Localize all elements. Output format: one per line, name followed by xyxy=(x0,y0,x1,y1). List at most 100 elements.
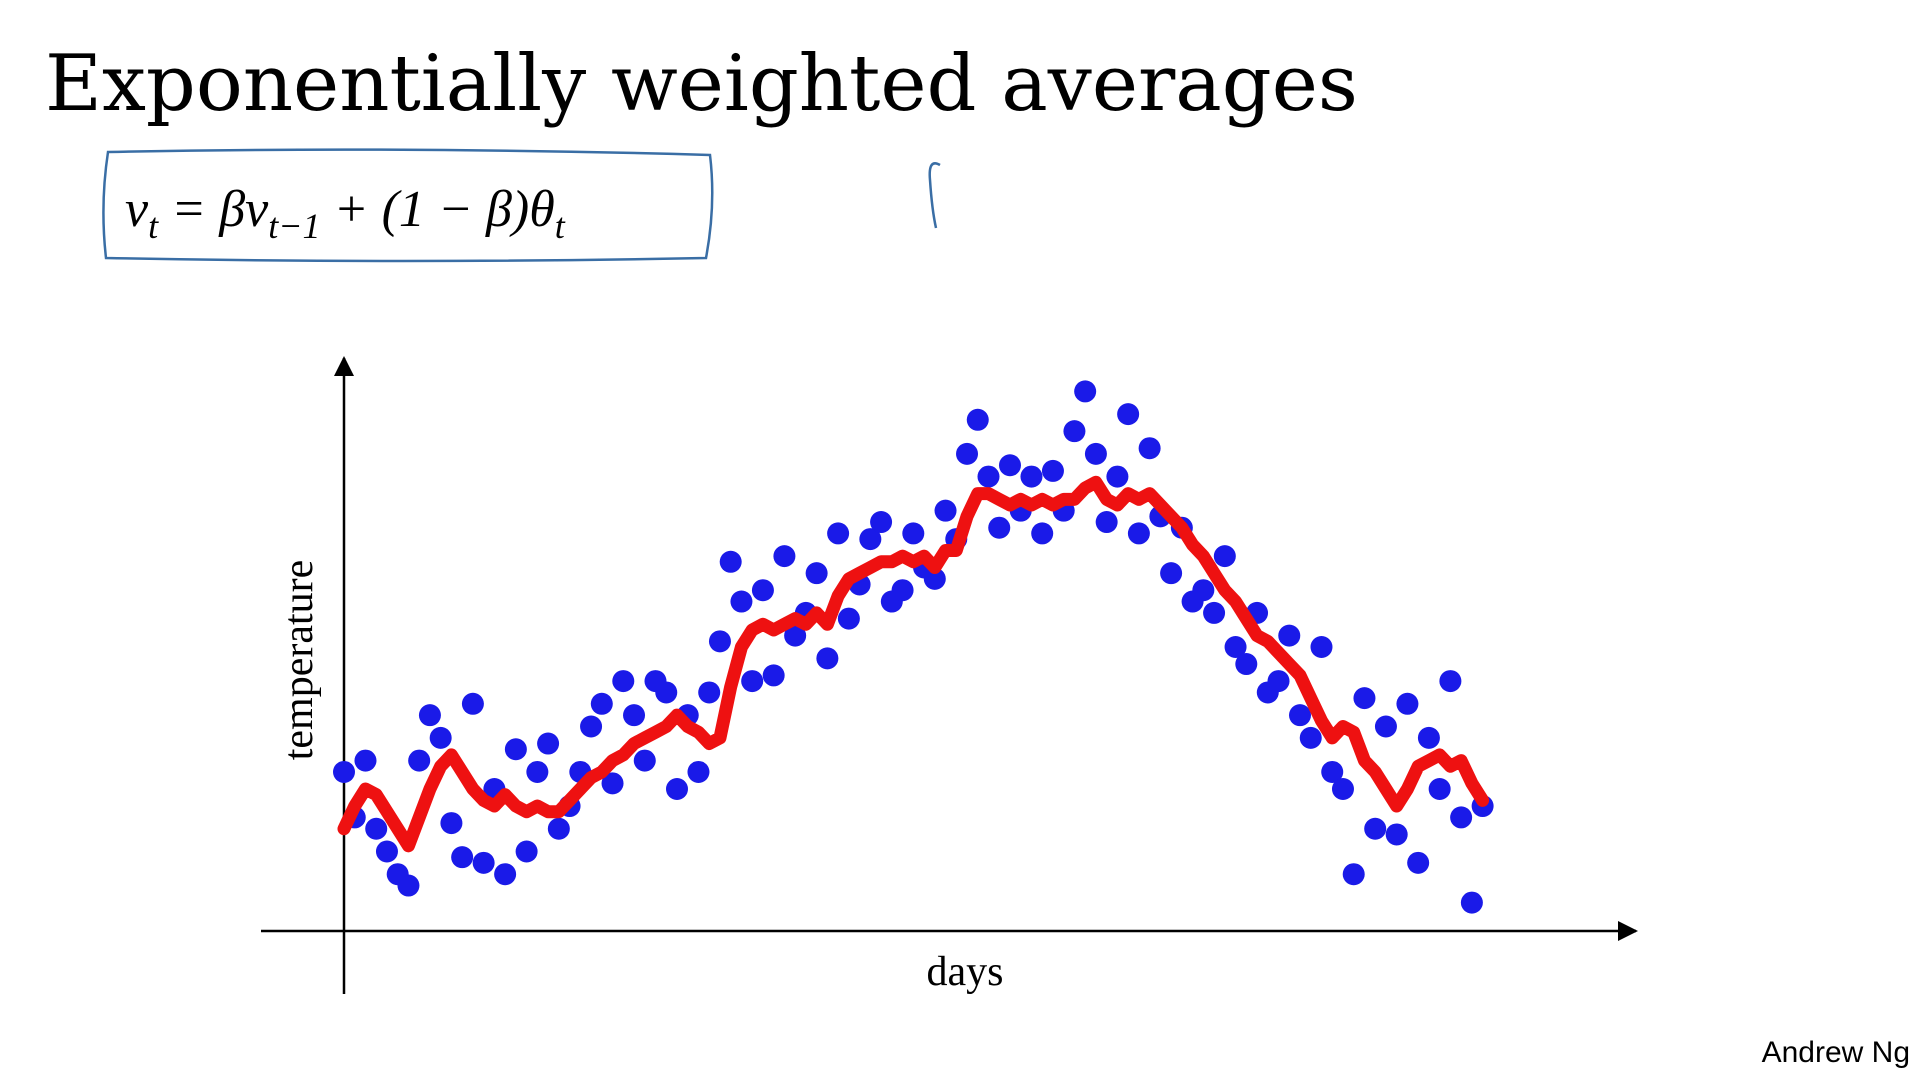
data-point xyxy=(504,738,527,761)
data-point xyxy=(1374,715,1397,738)
data-point xyxy=(1331,778,1354,800)
data-point xyxy=(1117,403,1140,426)
data-point xyxy=(1299,726,1322,749)
data-point xyxy=(1020,465,1043,488)
data-point xyxy=(773,545,796,568)
slide-title: Exponentially weighted averages xyxy=(45,39,1358,129)
data-point xyxy=(1084,442,1107,465)
plot-area xyxy=(333,380,1494,914)
x-axis-label: days xyxy=(927,949,1004,995)
formula: vt = βvt−1 + (1 − β)θt xyxy=(125,181,566,246)
data-point xyxy=(365,817,388,840)
data-point xyxy=(741,670,764,693)
data-point xyxy=(751,579,774,602)
data-point xyxy=(1074,380,1097,403)
data-point xyxy=(902,522,925,545)
data-point xyxy=(870,511,893,534)
data-point xyxy=(547,817,570,840)
data-point xyxy=(1364,817,1387,840)
data-point xyxy=(1439,670,1462,693)
data-point xyxy=(784,624,807,647)
data-point xyxy=(1041,459,1064,482)
data-point xyxy=(698,681,721,704)
data-point xyxy=(333,760,355,783)
data-point xyxy=(1460,891,1483,914)
data-point xyxy=(1106,465,1129,488)
data-point xyxy=(1407,851,1430,874)
data-point xyxy=(827,522,850,545)
data-point xyxy=(665,778,688,800)
data-point xyxy=(923,567,946,590)
data-point xyxy=(354,749,377,772)
data-point xyxy=(719,550,742,573)
data-point xyxy=(537,732,560,755)
data-point xyxy=(623,704,646,727)
data-point xyxy=(805,562,828,585)
data-point xyxy=(708,630,731,653)
data-point xyxy=(1342,863,1365,886)
data-point xyxy=(956,442,979,465)
data-point xyxy=(1160,562,1183,585)
data-point xyxy=(1213,545,1236,568)
data-point xyxy=(633,749,656,772)
formula-part: v xyxy=(125,181,149,238)
data-point xyxy=(440,812,463,835)
data-point xyxy=(1224,636,1247,658)
formula-sub: t xyxy=(555,206,566,246)
data-point xyxy=(988,516,1011,539)
data-point xyxy=(1428,778,1451,800)
data-point xyxy=(998,454,1021,477)
formula-sub: t xyxy=(148,206,159,246)
data-point xyxy=(461,692,484,715)
data-point xyxy=(418,704,441,727)
data-point xyxy=(1385,823,1408,846)
data-point xyxy=(526,760,549,783)
data-point xyxy=(1095,511,1118,534)
formula-box xyxy=(102,148,714,263)
formula-part: = βv xyxy=(158,181,269,238)
data-point xyxy=(1417,726,1440,749)
data-point xyxy=(408,749,431,772)
data-point xyxy=(1235,653,1258,676)
data-point xyxy=(966,408,989,431)
data-point xyxy=(1289,704,1312,727)
data-point xyxy=(655,681,678,704)
data-point xyxy=(891,579,914,602)
data-point xyxy=(451,846,474,869)
data-point xyxy=(837,607,860,630)
data-point xyxy=(816,647,839,670)
data-point xyxy=(1396,692,1419,715)
data-point xyxy=(612,670,635,693)
data-point xyxy=(515,840,538,863)
data-point xyxy=(1278,624,1301,647)
data-point xyxy=(934,499,957,522)
data-point xyxy=(429,726,452,749)
data-point xyxy=(397,874,420,897)
data-point xyxy=(494,863,517,886)
data-point xyxy=(1203,601,1226,624)
data-point xyxy=(687,760,710,783)
data-point xyxy=(601,772,624,795)
data-point xyxy=(977,465,1000,488)
formula-sub: t−1 xyxy=(268,206,320,246)
y-axis-label: temperature xyxy=(276,560,322,761)
data-point xyxy=(1321,760,1344,783)
data-point xyxy=(1031,522,1054,545)
data-point xyxy=(762,664,785,687)
data-point xyxy=(1192,579,1215,602)
data-point xyxy=(1063,420,1086,443)
data-point xyxy=(590,692,613,715)
data-point xyxy=(1450,806,1473,829)
credit: Andrew Ng xyxy=(1762,1036,1910,1069)
data-point xyxy=(1310,636,1333,658)
data-point xyxy=(1353,687,1376,710)
average-line xyxy=(337,475,1490,853)
data-point xyxy=(1267,670,1290,693)
data-point xyxy=(1127,522,1150,545)
pen-stroke xyxy=(928,162,941,229)
data-point xyxy=(580,715,603,738)
data-point xyxy=(1138,437,1161,460)
data-point xyxy=(730,590,753,613)
data-point xyxy=(859,528,882,551)
